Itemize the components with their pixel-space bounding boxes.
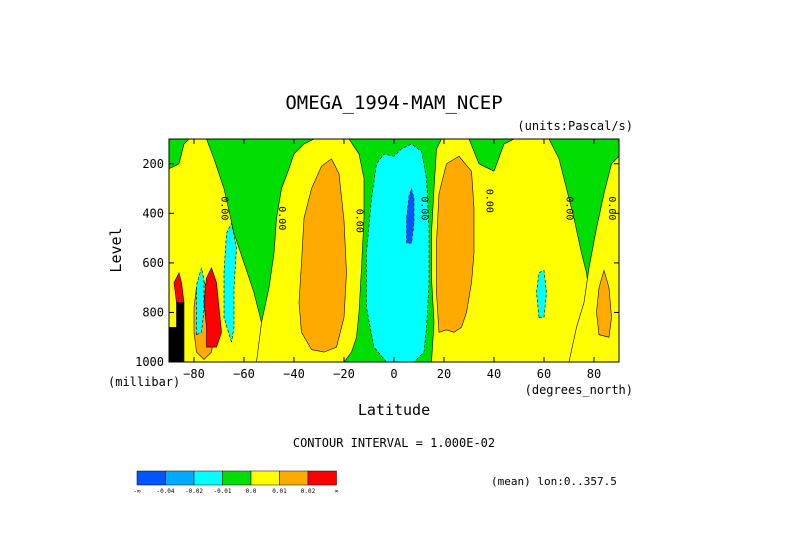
plot-area: 0.00 0.00 0.00 0.00 0.00 0.00 0.00: [169, 139, 619, 362]
chart-title: OMEGA_1994-MAM_NCEP: [285, 92, 502, 114]
zero-contour-labels: 0.00 0.00 0.00 0.00 0.00 0.00 0.00: [219, 189, 618, 233]
colorbar-swatch: [250, 470, 280, 486]
contour-region-blue-13: [406, 187, 415, 244]
zero-contour-label: 0.00: [276, 206, 287, 230]
x-axis-label: Latitude: [358, 401, 430, 419]
contour-region-orange-5: [298, 158, 347, 353]
zero-contour-label: 0.00: [484, 189, 495, 213]
x-tick-label: −80: [183, 367, 205, 381]
y-tick-label: 400: [142, 206, 164, 220]
colorbar-label: 0.02: [301, 488, 316, 495]
contour-region-cyan-11: [196, 267, 205, 336]
x-tick-label: −40: [283, 367, 305, 381]
y-axis-label: Level: [107, 227, 125, 272]
colorbar-swatch: [136, 470, 166, 486]
contour-region-black-16: [169, 302, 185, 362]
x-units-label: (degrees_north): [525, 383, 633, 397]
zero-contour-label: 0.00: [564, 196, 575, 220]
colorbar-swatch: [222, 470, 252, 486]
x-tick-label: −20: [333, 367, 355, 381]
colorbar-swatch: [307, 470, 337, 486]
colorbar-swatch: [279, 470, 309, 486]
contour-interval-text: CONTOUR INTERVAL = 1.000E-02: [293, 436, 495, 450]
contour-region-red-15: [203, 267, 222, 348]
x-tick-label: 20: [437, 367, 451, 381]
zero-contour-label: 0.00: [354, 209, 365, 233]
colorbar-label: ∞: [335, 488, 339, 495]
y-tick-label: 600: [142, 256, 164, 270]
x-tick-label: 80: [587, 367, 601, 381]
x-tick-label: 60: [537, 367, 551, 381]
colorbar-label: 0.0: [246, 488, 257, 495]
y-tick-label: 800: [142, 305, 164, 319]
y-tick-label: 200: [142, 157, 164, 171]
y-tick-label: 1000: [135, 355, 164, 369]
contour-region-cyan-10: [223, 222, 237, 343]
contour-regions: [169, 139, 619, 362]
x-axis: −80 −60 −40 −20 0 20 40 60 80: [183, 139, 601, 381]
colorbar-swatch: [193, 470, 223, 486]
x-tick-label: 0: [390, 367, 397, 381]
y-axis: 200 400 600 800 1000: [135, 157, 619, 369]
colorbar-label: -0.04: [156, 488, 174, 495]
colorbar-label: 0.01: [272, 488, 287, 495]
colorbar-label: -0.02: [185, 488, 203, 495]
x-tick-label: 40: [487, 367, 501, 381]
colorbar-swatch: [165, 470, 195, 486]
units-label: (units:Pascal/s): [517, 119, 633, 133]
contour-region-orange-6: [436, 155, 475, 333]
colorbar-label: -∞: [133, 488, 141, 495]
mean-lon-text: (mean) lon:0..357.5: [491, 475, 617, 488]
y-units-label: (millibar): [108, 375, 180, 389]
colorbar-label: -0.01: [213, 488, 231, 495]
zero-contour-label: 0.00: [419, 196, 430, 220]
x-tick-label: −60: [233, 367, 255, 381]
contour-region-cyan-9: [366, 143, 430, 362]
zero-contour-label: 0.00: [606, 196, 617, 220]
contour-region-cyan-12: [536, 269, 547, 318]
contour-region-orange-7: [596, 269, 612, 338]
zero-contour-label: 0.00: [219, 196, 230, 220]
colorbar-legend: -∞ -0.04 -0.02 -0.01 0.0 0.01 0.02 ∞: [133, 470, 339, 495]
